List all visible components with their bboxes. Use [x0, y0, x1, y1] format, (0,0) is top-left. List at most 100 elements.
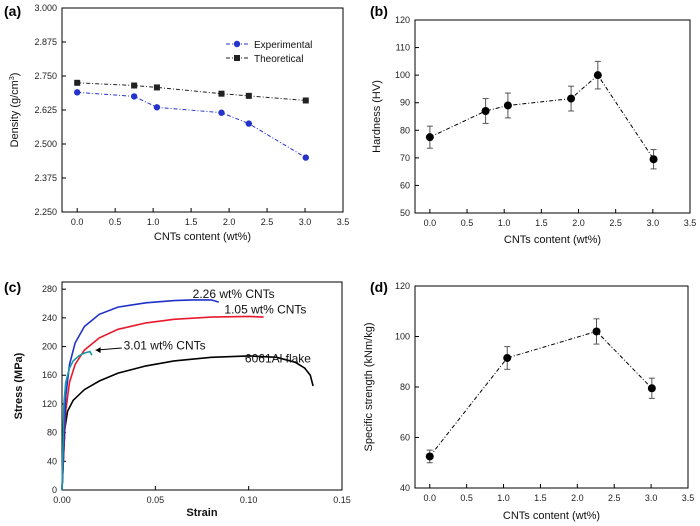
y-tick-label: 2.375 — [34, 173, 57, 183]
plot-frame — [414, 19, 691, 214]
x-tick-label: 0.00 — [53, 495, 71, 505]
x-tick-label: 3.0 — [647, 218, 660, 228]
x-tick-label: 2.0 — [571, 493, 584, 503]
x-tick-label: 1.0 — [498, 218, 511, 228]
data-point — [503, 101, 512, 110]
y-tick-label: 160 — [42, 370, 57, 380]
data-point — [481, 106, 490, 115]
legend-label: Theoretical — [254, 54, 303, 65]
data-point — [302, 154, 309, 161]
y-tick-label: 50 — [400, 208, 410, 218]
data-point — [302, 97, 309, 104]
curve-annotation: 3.01 wt% CNTs — [124, 338, 206, 352]
series-line-2-26-wt-cnts — [61, 299, 220, 491]
y-tick-label: 40 — [400, 483, 410, 493]
curve-annotation: 1.05 wt% CNTs — [224, 303, 306, 317]
x-tick-label: 1.5 — [534, 493, 547, 503]
y-tick-label: 80 — [400, 125, 410, 135]
data-point — [425, 133, 434, 142]
curve-annotation: 6061Al flake — [245, 351, 311, 365]
y-tick-label: 70 — [400, 153, 410, 163]
data-point — [218, 109, 225, 116]
y-tick-label: 200 — [42, 342, 57, 352]
series-line-experimental — [77, 91, 307, 159]
stress-strain-chart: 0.00 0.05 0.10 0.15 0 40 80 120 160 200 240 280 Stra… — [13, 281, 351, 519]
series-line-0 — [429, 74, 655, 160]
plot-frame — [414, 285, 689, 489]
series-line-0 — [429, 330, 653, 457]
x-tick-label: 2.0 — [572, 218, 585, 228]
x-tick-label: 3.5 — [682, 493, 695, 503]
x-tick-label: 2.5 — [608, 493, 621, 503]
data-point — [73, 89, 81, 96]
x-tick-label: 2.5 — [609, 218, 622, 228]
x-tick-label: 0.15 — [333, 495, 351, 505]
x-tick-label: 2.5 — [261, 217, 274, 227]
curve-annotation: 2.26 wt% CNTs — [193, 287, 275, 301]
y-tick-label: 40 — [47, 456, 57, 466]
y-tick-label: 80 — [47, 428, 57, 438]
y-tick-label: 2.875 — [34, 37, 57, 47]
x-axis-title: Strain — [186, 507, 217, 519]
x-tick-label: 1.5 — [185, 217, 198, 227]
x-tick-label: 0.5 — [109, 217, 122, 227]
legend-marker — [234, 55, 240, 61]
y-tick-label: 280 — [42, 284, 57, 294]
legend-marker — [233, 40, 241, 48]
x-tick-label: 1.0 — [147, 217, 160, 227]
y-tick-label: 2.500 — [34, 139, 57, 149]
data-point — [245, 92, 252, 99]
x-tick-label: 0.0 — [423, 493, 436, 503]
plot-frame — [61, 281, 343, 491]
hardness-chart: 0.0 0.5 1.0 1.5 2.0 2.5 3.0 3.5 50 60 70 80 90 100 110… — [371, 15, 696, 246]
y-axis-title: Stress (MPa) — [13, 352, 25, 419]
plot-frame — [61, 7, 344, 213]
data-point — [647, 384, 656, 393]
legend-label: Experimental — [254, 40, 312, 51]
data-point — [649, 155, 658, 164]
x-tick-label: 0.10 — [240, 495, 258, 505]
panel-label-a: (a) — [4, 3, 21, 19]
y-tick-label: 110 — [396, 43, 410, 53]
x-tick-label: 2.0 — [223, 217, 236, 227]
y-tick-label: 60 — [400, 433, 410, 443]
y-tick-label: 100 — [395, 332, 410, 342]
data-point — [218, 90, 225, 97]
data-point — [74, 79, 81, 86]
x-tick-label: 0.0 — [71, 217, 84, 227]
density-chart: 0.0 0.5 1.0 1.5 2.0 2.5 3.0 3.5 2.250 2.375 2.500 2… — [9, 3, 349, 243]
y-tick-label: 240 — [42, 313, 57, 323]
data-point — [593, 71, 602, 80]
x-tick-label: 0.5 — [460, 493, 473, 503]
data-point — [503, 353, 512, 362]
annotation-arrowhead — [95, 347, 101, 354]
y-tick-label: 2.625 — [34, 105, 57, 115]
panel-label-b: (b) — [370, 3, 388, 19]
x-axis-title: CNTs content (wt%) — [154, 231, 251, 243]
y-axis-title: Density (g/cm3) — [9, 73, 21, 148]
x-tick-label: 0.0 — [424, 218, 437, 228]
x-tick-label: 3.5 — [684, 218, 697, 228]
data-point — [130, 93, 138, 100]
series-line-theoretical — [77, 82, 306, 101]
panel-label-d: (d) — [370, 279, 388, 295]
series-line-1-05-wt-cnts — [61, 315, 264, 491]
data-point — [567, 94, 576, 103]
data-point — [131, 82, 138, 89]
y-tick-label: 120 — [395, 281, 410, 291]
x-tick-label: 3.0 — [299, 217, 312, 227]
x-tick-label: 1.5 — [535, 218, 548, 228]
y-tick-label: 0 — [52, 485, 57, 495]
x-axis-title: CNTs content (wt%) — [504, 234, 601, 246]
x-tick-label: 1.0 — [497, 493, 510, 503]
data-point — [153, 104, 161, 111]
y-tick-label: 120 — [395, 15, 410, 25]
series-line-6061al-flake — [61, 355, 314, 491]
x-tick-label: 0.5 — [461, 218, 474, 228]
y-axis-title: Specific strength (kNm/kg) — [363, 323, 375, 452]
y-tick-label: 2.250 — [34, 207, 57, 217]
specific-strength-chart: 0.0 0.5 1.0 1.5 2.0 2.5 3.0 3.5 40 60 80 100 120 CNTs… — [363, 281, 694, 522]
y-tick-label: 100 — [395, 70, 410, 80]
x-tick-label: 3.0 — [645, 493, 658, 503]
